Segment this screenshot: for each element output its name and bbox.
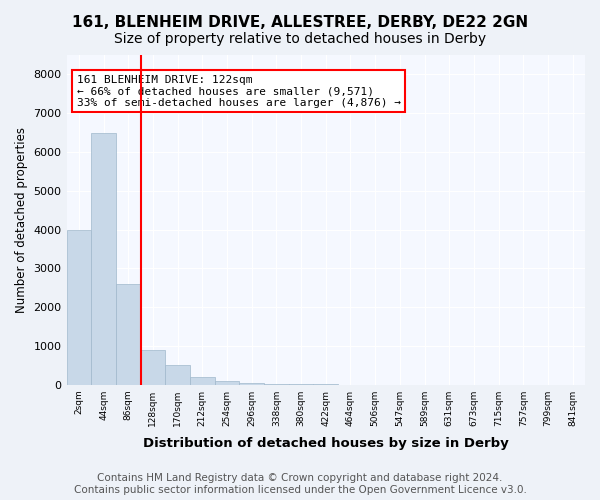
Bar <box>239 382 264 384</box>
Bar <box>190 377 215 384</box>
Bar <box>140 350 165 384</box>
Text: Size of property relative to detached houses in Derby: Size of property relative to detached ho… <box>114 32 486 46</box>
Y-axis label: Number of detached properties: Number of detached properties <box>15 127 28 313</box>
Bar <box>215 381 239 384</box>
Bar <box>91 132 116 384</box>
Bar <box>165 366 190 384</box>
Bar <box>67 230 91 384</box>
Bar <box>116 284 140 384</box>
Text: 161, BLENHEIM DRIVE, ALLESTREE, DERBY, DE22 2GN: 161, BLENHEIM DRIVE, ALLESTREE, DERBY, D… <box>72 15 528 30</box>
Text: Contains HM Land Registry data © Crown copyright and database right 2024.
Contai: Contains HM Land Registry data © Crown c… <box>74 474 526 495</box>
Text: 161 BLENHEIM DRIVE: 122sqm
← 66% of detached houses are smaller (9,571)
33% of s: 161 BLENHEIM DRIVE: 122sqm ← 66% of deta… <box>77 75 401 108</box>
X-axis label: Distribution of detached houses by size in Derby: Distribution of detached houses by size … <box>143 437 509 450</box>
